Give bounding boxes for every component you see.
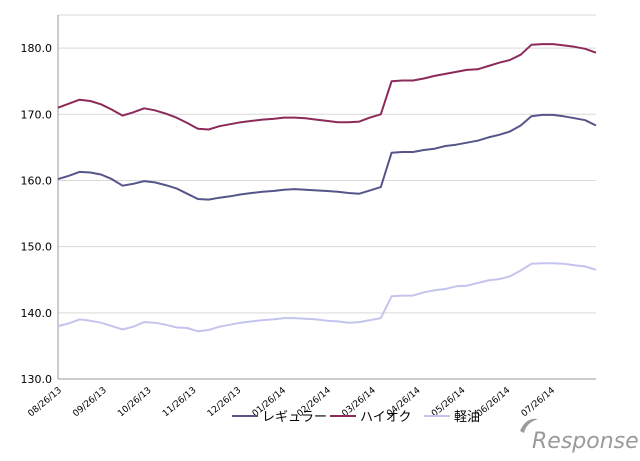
y-tick-label: 180.0 (21, 42, 53, 55)
series-line-0 (57, 113, 597, 201)
x-tick-label: 07/26/14 (520, 385, 558, 419)
y-tick-label: 150.0 (21, 241, 53, 254)
y-tick-label: 130.0 (21, 373, 53, 386)
axes (57, 15, 596, 380)
x-tick-label: 08/26/13 (27, 386, 64, 420)
x-tick-label: 09/26/13 (71, 386, 108, 420)
legend-label-0: レギュラー (262, 410, 327, 425)
y-tick-label: 160.0 (21, 174, 53, 187)
series-line-2 (57, 262, 597, 333)
watermark-text: Response. (532, 429, 640, 454)
watermark-logo: Response. (520, 418, 640, 454)
series-line-1 (57, 43, 597, 131)
series-lines (57, 43, 597, 333)
legend-label-1: ハイオク (360, 410, 411, 425)
legend-label-2: 軽油 (454, 410, 480, 425)
x-tick-label: 10/26/13 (116, 386, 153, 420)
x-tick-label: 12/26/13 (206, 386, 243, 420)
gridlines (58, 14, 596, 380)
x-tick-label: 06/26/14 (475, 385, 513, 419)
legend: レギュラー ハイオク 軽油 (232, 410, 480, 425)
y-tick-label: 170.0 (21, 108, 53, 121)
watermark-swoosh-icon (520, 418, 538, 433)
x-tick-label: 11/26/13 (161, 386, 198, 420)
y-tick-label: 140.0 (21, 307, 53, 320)
y-axis-tick-labels: 130.0 140.0 150.0 160.0 170.0 180.0 (21, 42, 53, 386)
